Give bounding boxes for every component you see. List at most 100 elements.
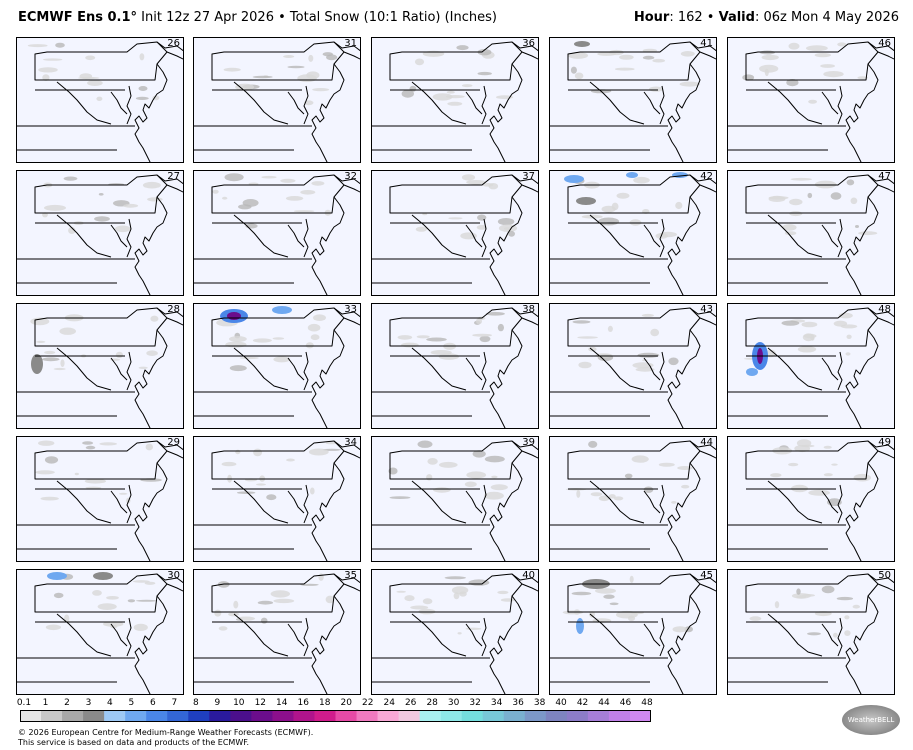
state-boundary bbox=[867, 573, 894, 584]
snow-shading bbox=[503, 227, 511, 230]
state-boundary bbox=[689, 307, 716, 318]
snow-shading bbox=[497, 218, 515, 226]
state-boundary bbox=[126, 617, 132, 657]
state-boundary bbox=[156, 440, 183, 451]
state-outline-map bbox=[17, 440, 183, 561]
state-boundary bbox=[481, 351, 487, 391]
state-boundary bbox=[821, 623, 839, 647]
snow-shading bbox=[53, 592, 64, 599]
snow-shading bbox=[445, 95, 465, 99]
snow-shading bbox=[846, 179, 855, 186]
member-number: 44 bbox=[700, 437, 713, 448]
snow-shading bbox=[261, 175, 277, 179]
snow-shading bbox=[59, 327, 76, 335]
snow-shading bbox=[318, 573, 324, 581]
snow-shading bbox=[508, 230, 515, 237]
snow-shading bbox=[601, 205, 616, 213]
state-boundary bbox=[311, 317, 360, 428]
state-boundary bbox=[837, 617, 843, 657]
snow-shading bbox=[388, 467, 398, 475]
ensemble-member-panel: 42 bbox=[549, 170, 717, 296]
snow-shading bbox=[133, 580, 150, 583]
snow-shading bbox=[138, 366, 148, 369]
snow-shading bbox=[410, 605, 429, 610]
member-number: 47 bbox=[878, 171, 891, 182]
state-boundary bbox=[303, 218, 309, 258]
snow-shading bbox=[500, 598, 515, 602]
snow-shading bbox=[150, 315, 159, 322]
heavy-snow-shading bbox=[47, 572, 67, 580]
state-boundary bbox=[489, 583, 538, 694]
colorbar-swatch bbox=[104, 710, 126, 722]
member-number: 43 bbox=[700, 304, 713, 315]
ensemble-member-panel: 30 bbox=[16, 569, 184, 695]
colorbar-label: 48 bbox=[641, 698, 653, 708]
colorbar-label: 3 bbox=[85, 698, 92, 708]
snow-shading bbox=[139, 53, 145, 61]
snow-shading bbox=[788, 42, 800, 50]
snow-shading bbox=[668, 357, 679, 366]
colorbar-swatch bbox=[545, 710, 568, 722]
snow-shading bbox=[858, 231, 878, 236]
hour-value: : 162 bbox=[669, 10, 703, 25]
snow-shading bbox=[74, 472, 79, 476]
snow-shading bbox=[256, 483, 266, 486]
colorbar-swatch bbox=[608, 710, 631, 722]
snow-shading bbox=[483, 491, 504, 500]
state-boundary bbox=[567, 307, 701, 347]
state-boundary bbox=[767, 214, 823, 258]
state-boundary bbox=[56, 347, 112, 391]
snow-shading bbox=[212, 189, 219, 194]
snow-shading bbox=[214, 609, 222, 617]
heavy-snow-shading bbox=[746, 368, 758, 376]
snow-shading bbox=[266, 494, 277, 501]
snow-shading bbox=[485, 312, 505, 316]
colorbar-swatch bbox=[41, 710, 63, 722]
snow-shading bbox=[64, 614, 70, 623]
ecmwf-attribution: This service is based on data and produc… bbox=[18, 738, 250, 747]
state-boundary bbox=[211, 174, 345, 214]
snow-shading bbox=[147, 197, 163, 202]
snow-shading bbox=[96, 96, 103, 101]
snow-shading bbox=[837, 42, 847, 47]
member-number: 37 bbox=[522, 171, 535, 182]
snow-shading bbox=[43, 58, 63, 61]
snow-shading bbox=[641, 313, 654, 317]
state-boundary bbox=[489, 51, 538, 162]
state-boundary bbox=[567, 174, 701, 214]
state-outline-map bbox=[194, 173, 360, 295]
member-number: 45 bbox=[700, 570, 713, 581]
snow-shading bbox=[614, 67, 635, 71]
snow-shading bbox=[42, 357, 60, 362]
product-name: Total Snow (10:1 Ratio) (Inches) bbox=[289, 10, 497, 25]
snow-shading bbox=[135, 96, 149, 100]
snow-shading bbox=[796, 588, 801, 595]
state-outline-map bbox=[728, 439, 894, 561]
colorbar-label: 4 bbox=[107, 698, 113, 708]
logo-text: WeatherBELL bbox=[847, 716, 895, 724]
snow-shading bbox=[608, 494, 616, 499]
snow-shading bbox=[38, 67, 58, 73]
snow-shading bbox=[252, 75, 273, 79]
snow-shading bbox=[280, 178, 296, 183]
state-boundary bbox=[489, 450, 538, 561]
snow-shading bbox=[461, 174, 476, 181]
snow-shading bbox=[609, 602, 619, 606]
state-boundary bbox=[643, 91, 661, 115]
state-boundary bbox=[567, 41, 701, 81]
state-boundary bbox=[659, 85, 665, 125]
state-boundary bbox=[845, 583, 894, 694]
model-name: ECMWF Ens 0.1 bbox=[18, 10, 131, 25]
colorbar-swatch bbox=[335, 710, 358, 722]
member-number: 26 bbox=[167, 38, 180, 49]
state-boundary bbox=[287, 357, 305, 381]
snow-shading bbox=[759, 64, 779, 73]
map-title: ECMWF Ens 0.1° Init 12z 27 Apr 2026 • To… bbox=[18, 10, 497, 25]
snow-shading bbox=[85, 486, 102, 489]
snow-shading bbox=[103, 621, 124, 627]
snow-shading bbox=[114, 225, 131, 233]
state-boundary bbox=[511, 573, 538, 584]
state-boundary bbox=[134, 450, 183, 561]
snow-shading bbox=[588, 440, 598, 448]
snow-shading bbox=[589, 611, 595, 618]
